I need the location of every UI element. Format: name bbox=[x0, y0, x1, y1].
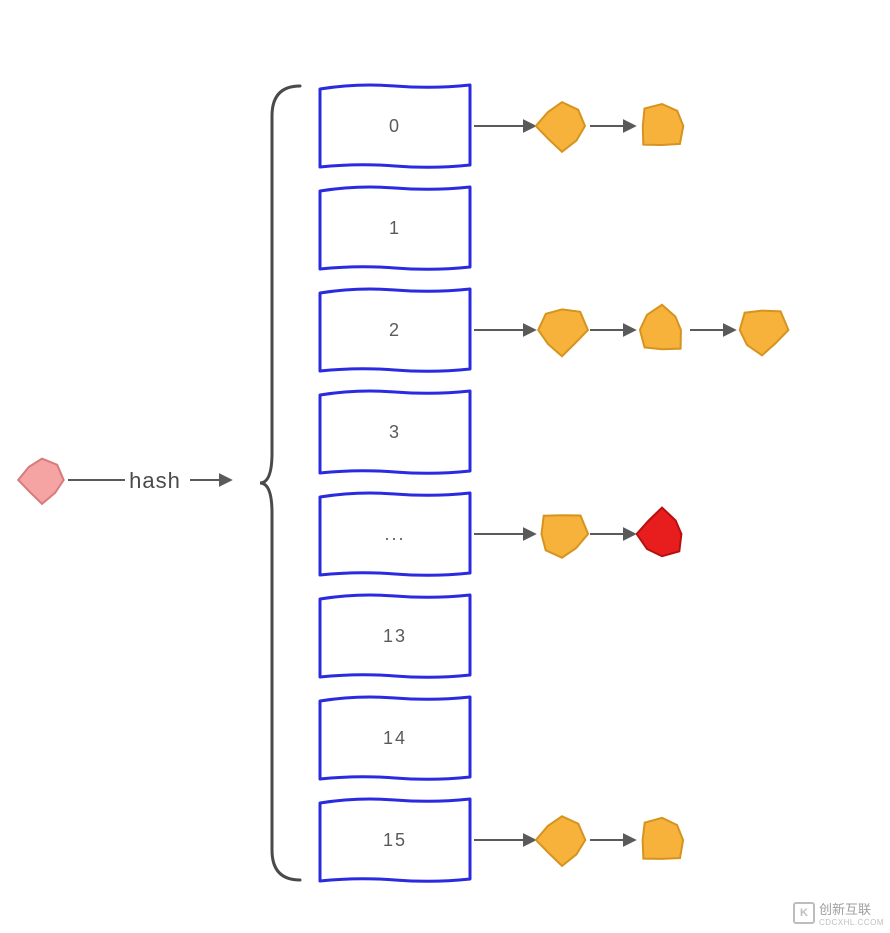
bucket-label-4: ... bbox=[384, 524, 405, 544]
hash-diagram: hash 0 1 2 3... 13 14 15 bbox=[0, 0, 890, 933]
bucket-label-3: 3 bbox=[389, 422, 401, 442]
chain-node-0-1 bbox=[643, 104, 684, 145]
chain-node-2-1 bbox=[640, 305, 681, 350]
bucket-label-5: 13 bbox=[383, 626, 407, 646]
chain-node-7-0 bbox=[536, 816, 585, 866]
chain-node-4-0 bbox=[542, 515, 589, 557]
chain-node-2-2 bbox=[740, 311, 789, 356]
chain-node-2-0 bbox=[538, 309, 588, 356]
chain-node-7-1 bbox=[643, 818, 684, 859]
watermark: K 创新互联 CDCXHL.CCOM bbox=[793, 899, 884, 927]
hash-label: hash bbox=[129, 468, 181, 493]
bucket-label-2: 2 bbox=[389, 320, 401, 340]
bucket-label-1: 1 bbox=[389, 218, 401, 238]
watermark-text-top: 创新互联 bbox=[819, 899, 884, 918]
watermark-logo: K bbox=[793, 902, 815, 924]
chain-node-4-1 bbox=[637, 508, 682, 557]
chain-node-0-0 bbox=[536, 102, 585, 152]
watermark-text-bottom: CDCXHL.CCOM bbox=[819, 918, 884, 927]
brace bbox=[260, 86, 300, 880]
bucket-label-0: 0 bbox=[389, 116, 401, 136]
bucket-label-6: 14 bbox=[383, 728, 407, 748]
bucket-label-7: 15 bbox=[383, 830, 407, 850]
input-node bbox=[18, 459, 64, 504]
